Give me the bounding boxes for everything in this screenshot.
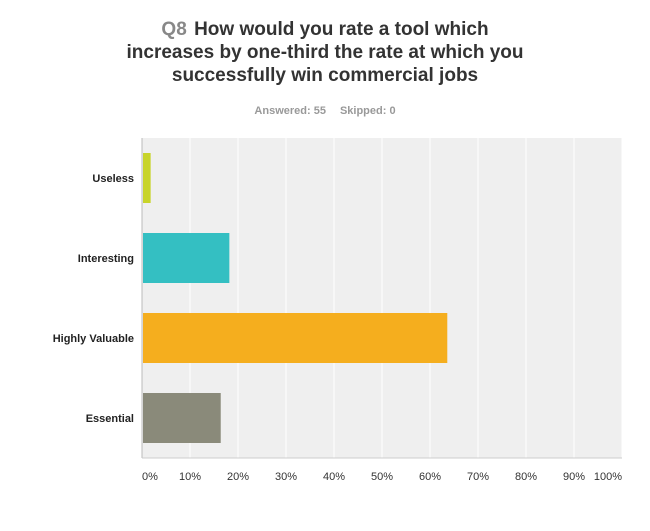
category-label: Useless — [92, 173, 134, 185]
x-tick-label: 100% — [594, 471, 622, 483]
x-tick-label: 70% — [467, 471, 489, 483]
x-tick-label: 90% — [563, 471, 585, 483]
x-tick-label: 50% — [371, 471, 393, 483]
x-tick-label: 30% — [275, 471, 297, 483]
response-summary: Answered: 55 Skipped: 0 — [0, 105, 650, 117]
bars — [143, 153, 448, 443]
x-tick-label: 80% — [515, 471, 537, 483]
bar — [143, 153, 151, 203]
category-label: Essential — [86, 413, 134, 425]
chart-title: Q8 How would you rate a tool which incre… — [0, 18, 650, 87]
x-tick-label: 40% — [323, 471, 345, 483]
question-text-line-2: increases by one-third the rate at which… — [126, 42, 524, 63]
x-tick-label: 20% — [227, 471, 249, 483]
gridlines — [141, 138, 623, 459]
question-text-line-1: How would you rate a tool which — [194, 19, 489, 40]
category-label: Highly Valuable — [53, 333, 134, 345]
answered-count: Answered: 55 — [254, 105, 326, 117]
bar — [143, 233, 230, 283]
x-tick-label: 10% — [179, 471, 201, 483]
x-axis-tick-labels: 0% 10% 20% 30% 40% 50% 60% 70% 80% 90% 100% — [142, 471, 622, 483]
question-number: Q8 — [161, 19, 187, 40]
bar — [143, 313, 448, 363]
title-line-1: Q8 How would you rate a tool which — [0, 18, 650, 41]
x-tick-label: 60% — [419, 471, 441, 483]
question-text-line-3: successfully win commercial jobs — [171, 65, 479, 86]
skipped-count: Skipped: 0 — [339, 105, 396, 117]
bar — [143, 393, 221, 443]
category-labels: Useless Interesting Highly Valuable Essenti… — [53, 173, 134, 425]
x-tick-label: 0% — [142, 471, 158, 483]
category-label: Interesting — [78, 253, 134, 265]
